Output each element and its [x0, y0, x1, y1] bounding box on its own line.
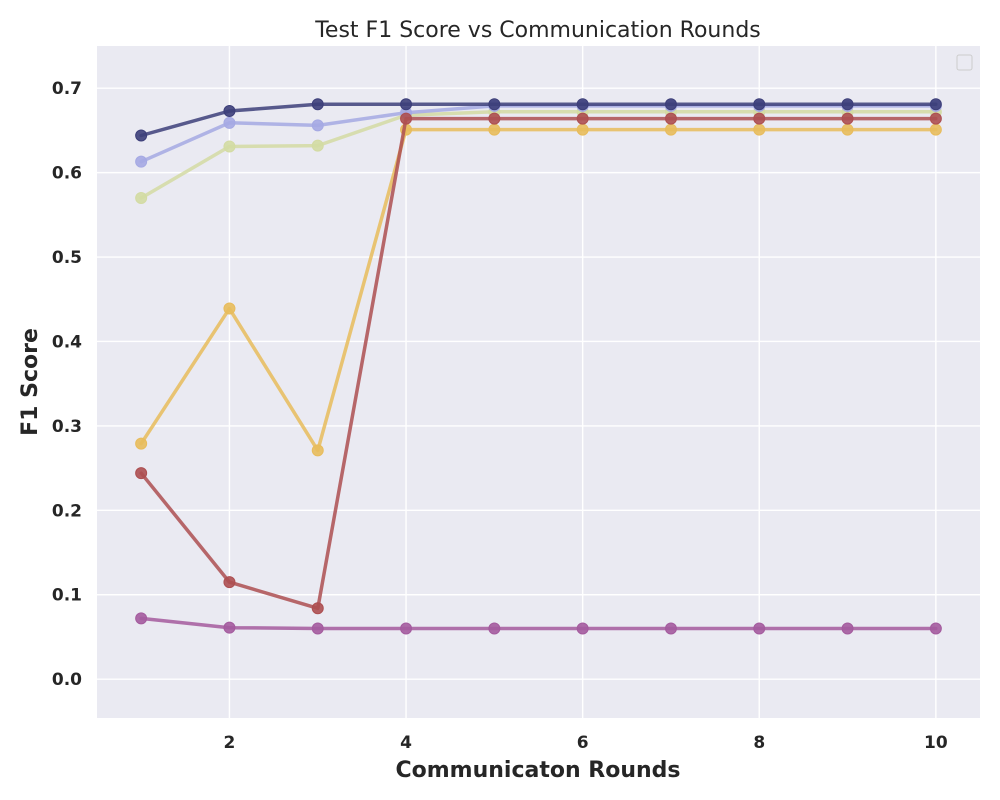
series-line — [139, 616, 938, 631]
data-point — [664, 112, 677, 125]
y-tick-label: 0.5 — [52, 248, 82, 268]
data-point — [841, 98, 854, 111]
series-5 — [135, 112, 942, 615]
x-tick-label: 4 — [400, 733, 412, 753]
y-tick-label: 0.2 — [52, 501, 82, 521]
data-point — [135, 191, 148, 204]
data-point — [311, 622, 324, 635]
data-point — [841, 123, 854, 136]
plot-area — [97, 46, 980, 718]
data-point — [311, 139, 324, 152]
data-point — [753, 112, 766, 125]
y-tick-label: 0.6 — [52, 164, 82, 184]
data-point — [135, 467, 148, 480]
data-point — [664, 98, 677, 111]
series-line — [139, 102, 938, 138]
y-tick-label: 0.4 — [52, 332, 82, 352]
data-point — [664, 622, 677, 635]
data-point — [576, 112, 589, 125]
data-point — [753, 98, 766, 111]
chart-title: Test F1 Score vs Communication Rounds — [314, 18, 761, 43]
data-point — [400, 112, 413, 125]
data-point — [929, 112, 942, 125]
data-point — [753, 123, 766, 136]
data-point — [223, 140, 236, 153]
data-point — [576, 123, 589, 136]
data-point — [135, 129, 148, 142]
data-point — [488, 98, 501, 111]
data-point — [841, 112, 854, 125]
x-tick-label: 6 — [577, 733, 589, 753]
x-tick-label: 2 — [224, 733, 236, 753]
data-point — [488, 112, 501, 125]
x-tick-label: 10 — [924, 733, 948, 753]
data-point — [223, 576, 236, 589]
data-point — [400, 622, 413, 635]
data-point — [576, 98, 589, 111]
data-point — [664, 123, 677, 136]
data-point — [223, 105, 236, 118]
y-axis-label: F1 Score — [18, 328, 43, 436]
x-tick-label: 8 — [753, 733, 765, 753]
data-point — [223, 302, 236, 315]
data-point — [400, 98, 413, 111]
data-point — [929, 123, 942, 136]
tick-labels: 2 4 6 8 10 0.0 0.1 0.2 0.3 0.4 0.5 0.6 0.7 — [52, 79, 948, 753]
data-point — [223, 116, 236, 129]
data-point — [576, 622, 589, 635]
series-line — [139, 116, 938, 611]
y-tick-label: 0.0 — [52, 670, 82, 690]
series-line — [139, 127, 938, 453]
grid — [97, 46, 980, 718]
data-point — [929, 622, 942, 635]
data-point — [223, 621, 236, 634]
series-6 — [135, 612, 942, 635]
series-3 — [135, 98, 942, 142]
data-point — [135, 612, 148, 625]
data-point — [929, 98, 942, 111]
data-point — [311, 602, 324, 615]
y-tick-label: 0.1 — [52, 586, 82, 606]
x-axis-label: Communicaton Rounds — [395, 758, 680, 783]
data-point — [135, 155, 148, 168]
legend — [956, 54, 973, 71]
series-line — [139, 110, 938, 200]
y-tick-label: 0.3 — [52, 417, 82, 437]
data-point — [311, 98, 324, 111]
data-point — [753, 622, 766, 635]
data-point — [135, 437, 148, 450]
data-point — [841, 622, 854, 635]
series-group — [135, 98, 942, 635]
data-point — [311, 119, 324, 132]
data-point — [488, 123, 501, 136]
data-point — [311, 444, 324, 457]
data-point — [488, 622, 501, 635]
y-tick-label: 0.7 — [52, 79, 82, 99]
